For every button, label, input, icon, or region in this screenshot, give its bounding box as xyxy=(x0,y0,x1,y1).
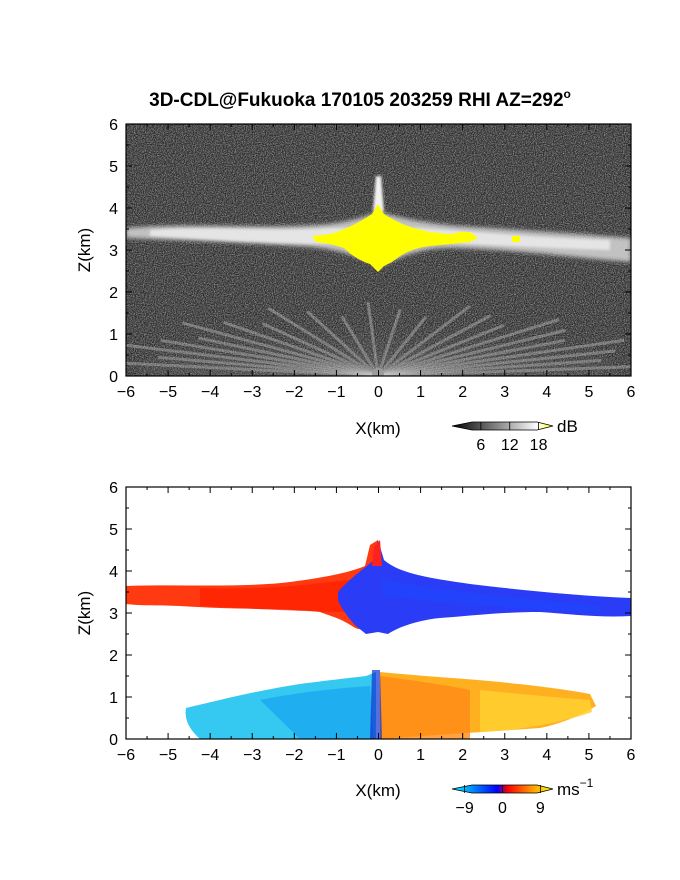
vel-xtick-label: 2 xyxy=(458,747,467,764)
vel-xtick-label: 4 xyxy=(542,747,551,764)
vel-xtick-label: 0 xyxy=(374,747,383,764)
refl-xtick-label: 1 xyxy=(416,384,425,401)
refl-xtick-label: 3 xyxy=(500,384,509,401)
refl-colorbar-tick-label: 18 xyxy=(530,437,548,454)
vel-colorbar-tick-label: 0 xyxy=(498,800,507,817)
refl-xtick-label: −5 xyxy=(159,384,177,401)
vel-ytick-label: 2 xyxy=(109,648,118,665)
refl-xtick-label: −2 xyxy=(285,384,303,401)
vel-xtick-label: −6 xyxy=(117,747,135,764)
vel-ytick-label: 0 xyxy=(109,732,118,749)
vel-xtick-label: 1 xyxy=(416,747,425,764)
reflectivity-panel: −6 −5 −4 −3 −2 −1 0 1 2 3 4 5 6 0 1 2 3 4 5 6 X(km) Z(km) xyxy=(75,117,636,438)
refl-ytick-label: 6 xyxy=(109,117,118,134)
refl-colorbar-tick-label: 12 xyxy=(501,437,519,454)
refl-colorbar-tick-label: 6 xyxy=(476,437,485,454)
vel-xtick-label: −4 xyxy=(201,747,219,764)
refl-xtick-label: −3 xyxy=(243,384,261,401)
vel-colorbar-tick-label: −9 xyxy=(456,800,474,817)
vel-xtick-label: −5 xyxy=(159,747,177,764)
vel-xtick-label: 6 xyxy=(627,747,636,764)
reflectivity-colorbar-ticks: 6 12 18 xyxy=(476,422,548,454)
refl-xtick-label: 2 xyxy=(458,384,467,401)
vel-colorbar-tick-label: 9 xyxy=(536,800,545,817)
velocity-colorbar: −9 0 9 ms−1 xyxy=(451,776,594,817)
reflectivity-ylabel: Z(km) xyxy=(75,228,94,272)
refl-xtick-label: −6 xyxy=(117,384,135,401)
refl-xtick-label: 4 xyxy=(542,384,551,401)
refl-ytick-label: 0 xyxy=(109,369,118,386)
vel-xtick-label: −3 xyxy=(243,747,261,764)
refl-ytick-label: 2 xyxy=(109,285,118,302)
refl-xtick-label: 5 xyxy=(584,384,593,401)
vel-ytick-label: 1 xyxy=(109,690,118,707)
vel-ytick-label: 5 xyxy=(109,522,118,539)
refl-xtick-label: −1 xyxy=(327,384,345,401)
refl-xtick-label: 0 xyxy=(374,384,383,401)
velocity-colorbar-unit: ms−1 xyxy=(557,776,594,799)
refl-ytick-label: 1 xyxy=(109,327,118,344)
reflectivity-heatmap xyxy=(126,124,631,376)
velocity-heatmap xyxy=(126,487,631,739)
reflectivity-axes: −6 −5 −4 −3 −2 −1 0 1 2 3 4 5 6 0 1 2 3 4 5 6 xyxy=(109,117,635,401)
refl-ytick-label: 3 xyxy=(109,243,118,260)
vel-ytick-label: 3 xyxy=(109,606,118,623)
velocity-xlabel: X(km) xyxy=(355,781,400,800)
vel-xtick-label: 3 xyxy=(500,747,509,764)
vel-xtick-label: 5 xyxy=(584,747,593,764)
vel-ytick-label: 6 xyxy=(109,480,118,497)
refl-xtick-label: 6 xyxy=(627,384,636,401)
vel-xtick-label: −2 xyxy=(285,747,303,764)
velocity-axes: −6 −5 −4 −3 −2 −1 0 1 2 3 4 5 6 0 1 2 3 4 5 6 xyxy=(109,480,635,764)
vel-xtick-label: −1 xyxy=(327,747,345,764)
velocity-panel: −6 −5 −4 −3 −2 −1 0 1 2 3 4 5 6 0 1 2 3 4 5 6 X(km) Z(km) xyxy=(75,480,636,800)
chart-title: 3D-CDL@Fukuoka 170105 203259 RHI AZ=292o xyxy=(149,87,571,111)
refl-ytick-label: 5 xyxy=(109,159,118,176)
velocity-ylabel: Z(km) xyxy=(75,591,94,635)
reflectivity-colorbar: 6 12 18 dB xyxy=(451,417,578,454)
vel-ytick-label: 4 xyxy=(109,564,118,581)
reflectivity-colorbar-unit: dB xyxy=(557,417,578,436)
refl-xtick-label: −4 xyxy=(201,384,219,401)
refl-ytick-label: 4 xyxy=(109,201,118,218)
velocity-colorbar-ticks: −9 0 9 xyxy=(456,785,545,817)
reflectivity-xlabel: X(km) xyxy=(355,419,400,438)
